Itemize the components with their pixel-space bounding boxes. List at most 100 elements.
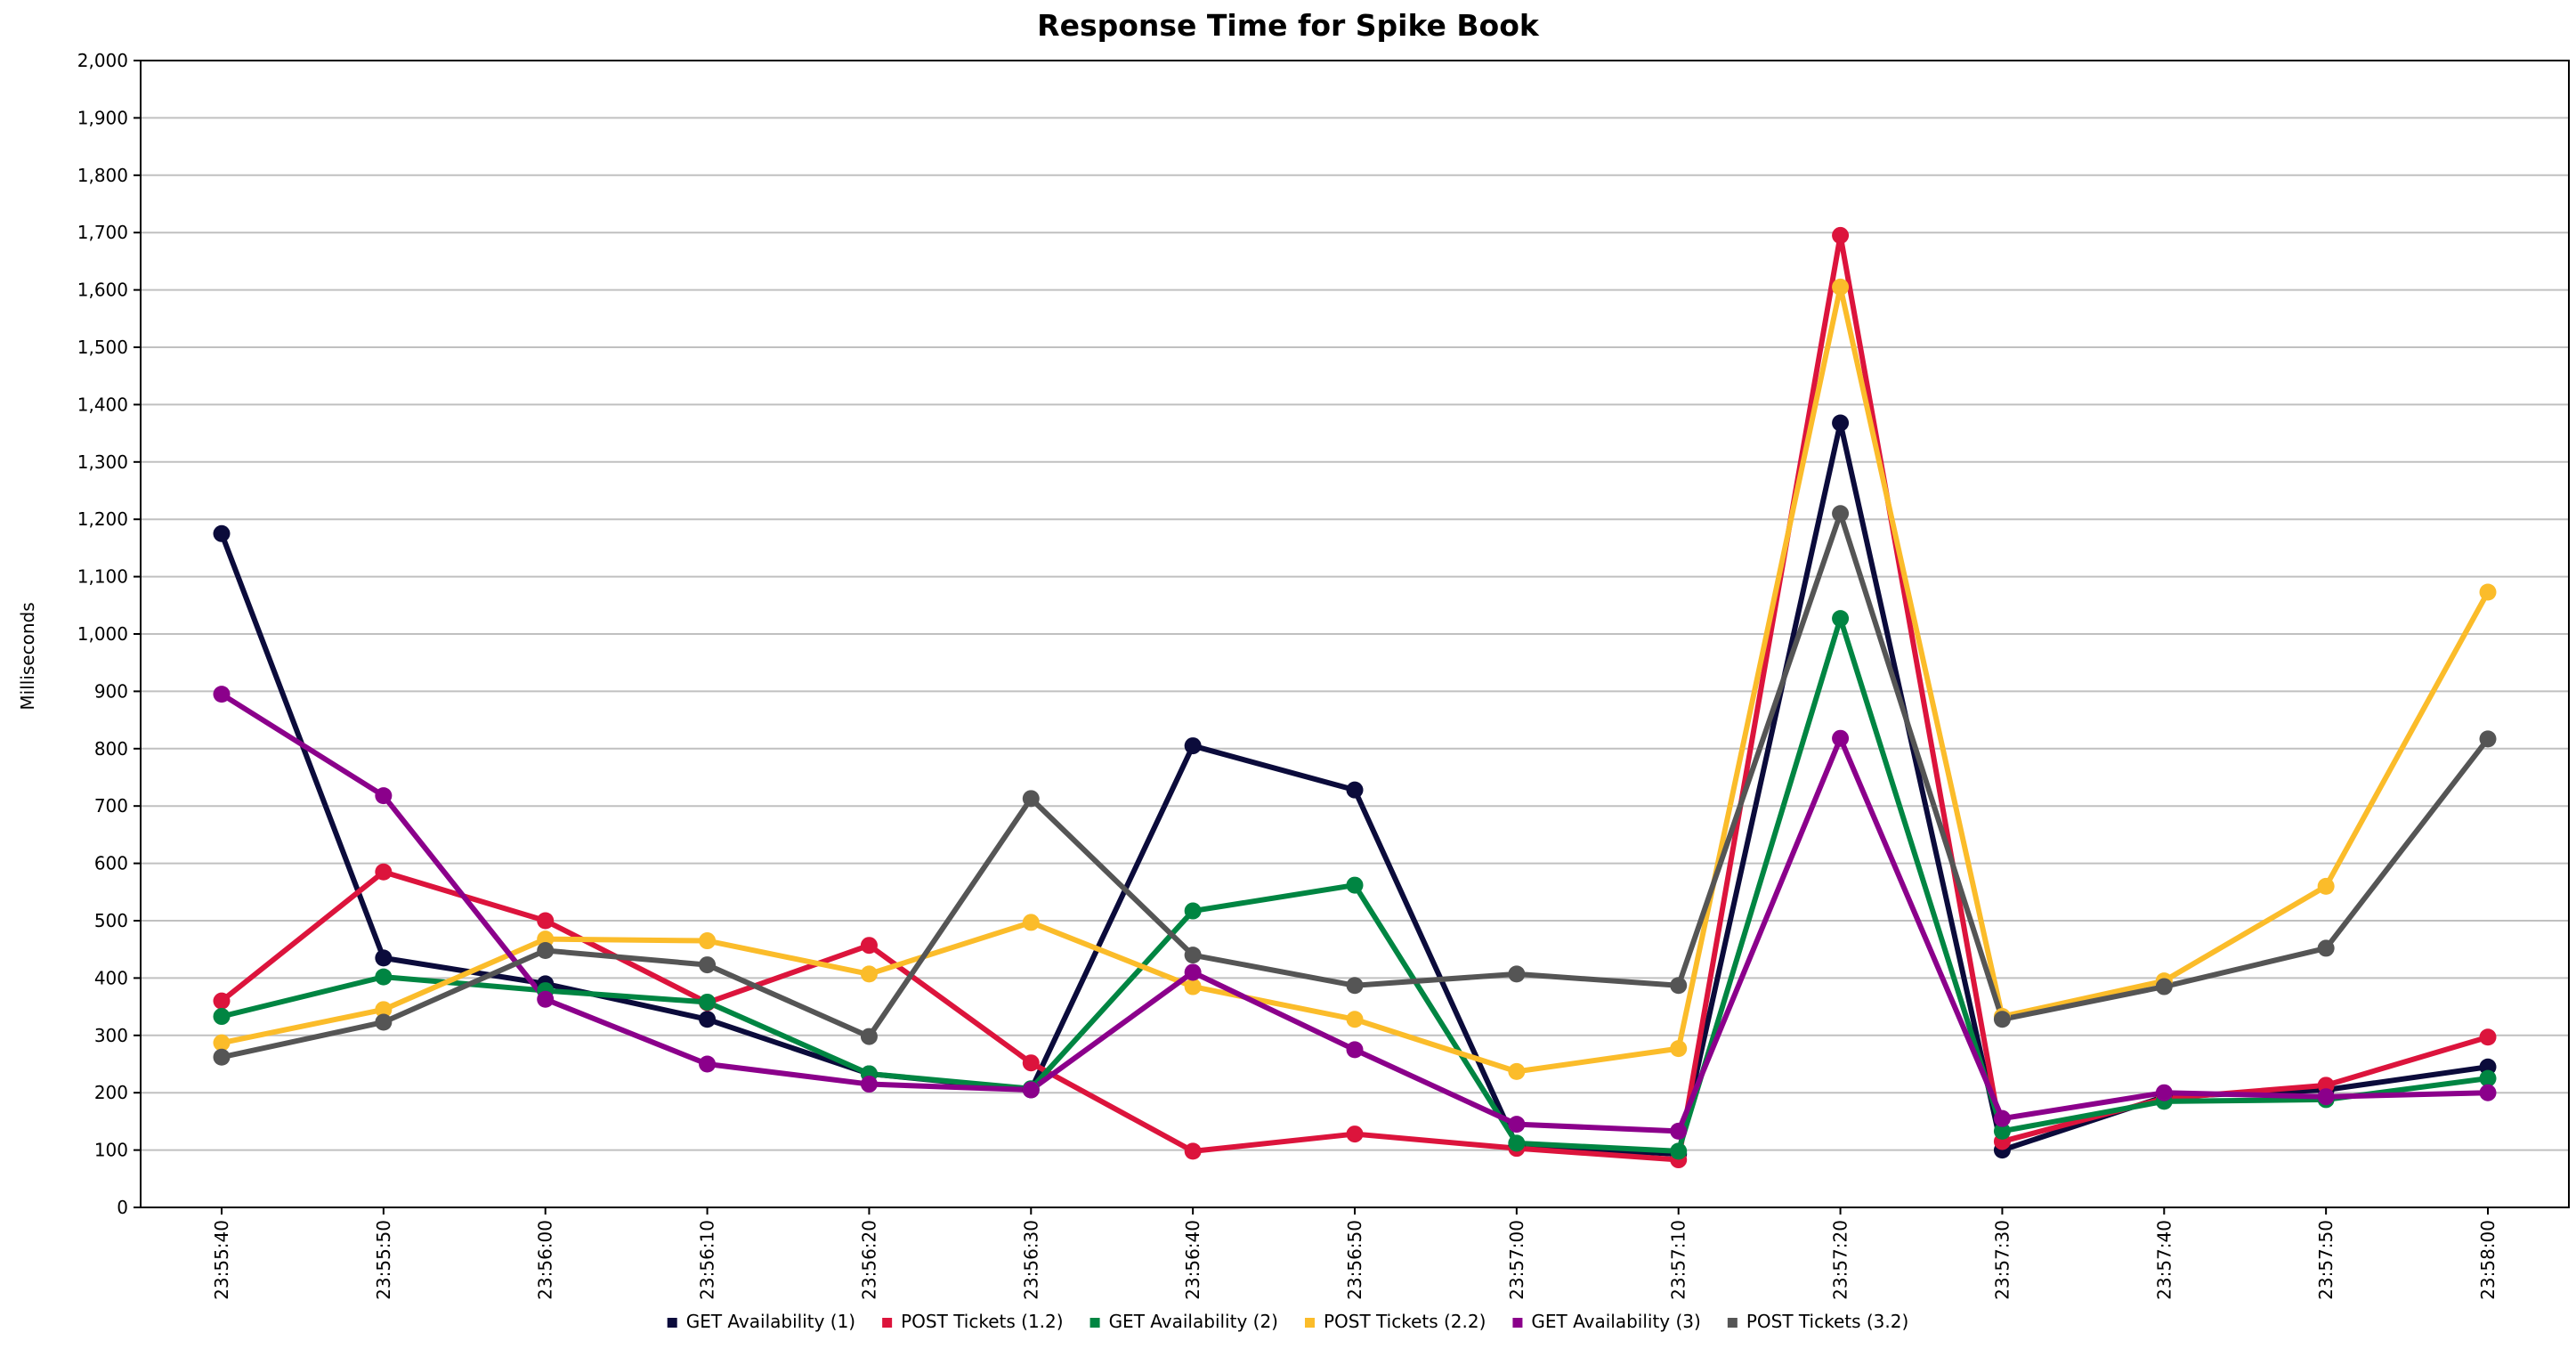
y-tick-label: 300: [94, 1025, 128, 1046]
data-point: [2479, 1084, 2497, 1101]
data-point: [860, 1076, 878, 1093]
x-tick-label: 23:56:20: [858, 1220, 879, 1300]
data-point: [1508, 965, 1526, 983]
data-point: [1184, 947, 1202, 964]
data-point: [1832, 226, 1850, 244]
data-point: [213, 686, 231, 703]
data-point: [699, 1011, 717, 1028]
y-tick-label: 100: [94, 1140, 128, 1161]
y-axis-ticks: 0 100 200 300 400 500 600 700 800 900 1,000 1,100 1,…: [77, 50, 141, 1218]
y-tick-label: 1,800: [77, 165, 128, 186]
y-tick-label: 600: [94, 853, 128, 874]
data-point: [537, 912, 555, 930]
grid-lines: [141, 60, 2569, 1208]
data-point: [1022, 790, 1040, 808]
data-point: [2317, 939, 2335, 957]
data-point: [1993, 1122, 2011, 1140]
x-tick-label: 23:56:00: [535, 1220, 556, 1300]
x-tick-label: 23:57:20: [1830, 1220, 1851, 1300]
data-point: [1346, 876, 1364, 894]
y-tick-label: 1,700: [77, 222, 128, 243]
y-tick-label: 0: [117, 1197, 128, 1218]
data-point: [699, 993, 717, 1011]
series-points: [213, 226, 2497, 1169]
data-point: [1670, 1142, 1688, 1160]
data-point: [1993, 1109, 2011, 1127]
data-point: [375, 787, 393, 805]
data-point: [1832, 505, 1850, 523]
x-tick-label: 23:56:30: [1020, 1220, 1041, 1300]
data-point: [699, 1055, 717, 1073]
y-axis-label: Milliseconds: [17, 602, 38, 710]
data-point: [1670, 1040, 1688, 1058]
y-tick-label: 1,400: [77, 394, 128, 415]
data-point: [1993, 1011, 2011, 1028]
series-line-5: [219, 691, 2491, 1134]
legend: GET Availability (1) POST Tickets (1.2) GE…: [667, 1311, 1908, 1332]
data-point: [860, 937, 878, 955]
y-tick-label: 1,900: [77, 107, 128, 128]
data-point: [1346, 1125, 1364, 1143]
legend-swatch: [882, 1318, 893, 1328]
y-tick-label: 2,000: [77, 50, 128, 71]
data-point: [1022, 1081, 1040, 1099]
data-point: [1832, 278, 1850, 296]
y-tick-label: 800: [94, 738, 128, 760]
data-point: [375, 968, 393, 986]
data-point: [1346, 1041, 1364, 1059]
y-tick-label: 700: [94, 795, 128, 817]
legend-swatch: [1727, 1318, 1738, 1328]
x-tick-label: 23:58:00: [2477, 1220, 2499, 1300]
data-point: [1022, 1054, 1040, 1072]
legend-label: GET Availability (1): [686, 1311, 855, 1332]
data-point: [1184, 963, 1202, 981]
legend-swatch: [667, 1318, 677, 1328]
data-point: [2479, 1069, 2497, 1087]
data-point: [213, 992, 231, 1010]
data-point: [2479, 1028, 2497, 1046]
legend-label: POST Tickets (3.2): [1746, 1311, 1908, 1332]
x-tick-label: 23:57:10: [1668, 1220, 1689, 1300]
data-point: [1670, 1122, 1688, 1140]
data-point: [1832, 610, 1850, 628]
data-point: [699, 956, 717, 974]
x-axis-ticks: 23:55:40 23:55:50 23:56:00 23:56:10 23:56:20…: [211, 1207, 2499, 1300]
legend-swatch: [1090, 1318, 1100, 1328]
y-tick-label: 500: [94, 910, 128, 931]
legend-label: GET Availability (3): [1531, 1311, 1700, 1332]
data-point: [860, 965, 878, 983]
data-point: [1346, 977, 1364, 995]
data-point: [1184, 978, 1202, 995]
y-tick-label: 1,600: [77, 280, 128, 301]
x-tick-label: 23:57:50: [2315, 1220, 2337, 1300]
data-point: [1346, 781, 1364, 799]
data-point: [2155, 978, 2173, 995]
y-tick-label: 1,500: [77, 337, 128, 358]
data-point: [2155, 1084, 2173, 1101]
data-point: [1832, 729, 1850, 747]
data-point: [1184, 902, 1202, 920]
data-point: [1022, 914, 1040, 931]
data-point: [375, 1001, 393, 1019]
data-point: [699, 932, 717, 950]
legend-label: GET Availability (2): [1109, 1311, 1278, 1332]
x-tick-label: 23:57:40: [2153, 1220, 2175, 1300]
legend-label: POST Tickets (2.2): [1324, 1311, 1486, 1332]
data-point: [537, 941, 555, 959]
x-tick-label: 23:57:30: [1991, 1220, 2013, 1300]
x-tick-label: 23:55:40: [211, 1220, 232, 1300]
data-point: [1346, 1011, 1364, 1028]
y-tick-label: 400: [94, 967, 128, 988]
data-point: [375, 863, 393, 881]
x-tick-label: 23:56:50: [1344, 1220, 1365, 1300]
y-tick-label: 1,000: [77, 623, 128, 645]
data-point: [213, 1034, 231, 1052]
legend-swatch: [1512, 1318, 1523, 1328]
chart-title: Response Time for Spike Book: [1037, 8, 1540, 43]
y-tick-label: 200: [94, 1082, 128, 1103]
data-point: [1184, 1142, 1202, 1160]
x-tick-label: 23:56:10: [697, 1220, 718, 1300]
data-point: [375, 1013, 393, 1031]
